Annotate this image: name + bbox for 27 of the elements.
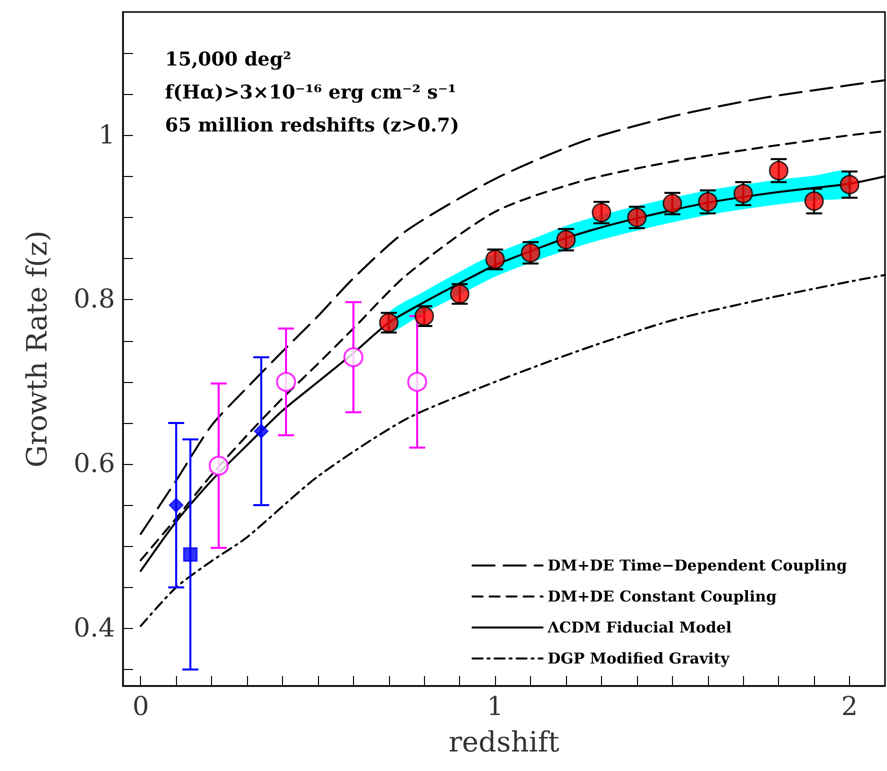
point: [804, 191, 824, 211]
legend-label: ΛCDM Fiducial Model: [546, 618, 732, 636]
legend-label: DGP Modified Gravity: [548, 650, 731, 668]
x-tick-label: 0: [132, 692, 149, 722]
annotation: 65 million redshifts (z>0.7): [165, 114, 460, 136]
x-tick-label: 1: [486, 692, 504, 722]
point: [208, 456, 229, 476]
y-tick-label: 0.4: [74, 613, 115, 644]
point: [276, 372, 296, 392]
point: [343, 347, 364, 368]
y-tick-label: 0.8: [74, 284, 115, 315]
point: [168, 498, 184, 512]
point: [254, 424, 268, 438]
point: [698, 192, 718, 212]
x-axis-title: redshift: [448, 726, 560, 758]
legend-label: DM+DE Time−Dependent Coupling: [548, 556, 848, 574]
point: [734, 184, 753, 204]
x-tick-label: 2: [841, 692, 858, 722]
point: [840, 174, 860, 194]
annotation: f(Hα)>3×10⁻¹⁶ erg cm⁻² s⁻¹: [165, 82, 456, 104]
y-tick-label: 1: [98, 120, 115, 150]
y-axis-title: Growth Rate f(z): [20, 230, 54, 468]
annotation: 15,000 deg²: [165, 48, 292, 70]
point: [183, 547, 198, 562]
legend-label: DM+DE Constant Coupling: [548, 588, 778, 606]
y-tick-label: 0.6: [74, 449, 115, 480]
point: [407, 372, 428, 392]
